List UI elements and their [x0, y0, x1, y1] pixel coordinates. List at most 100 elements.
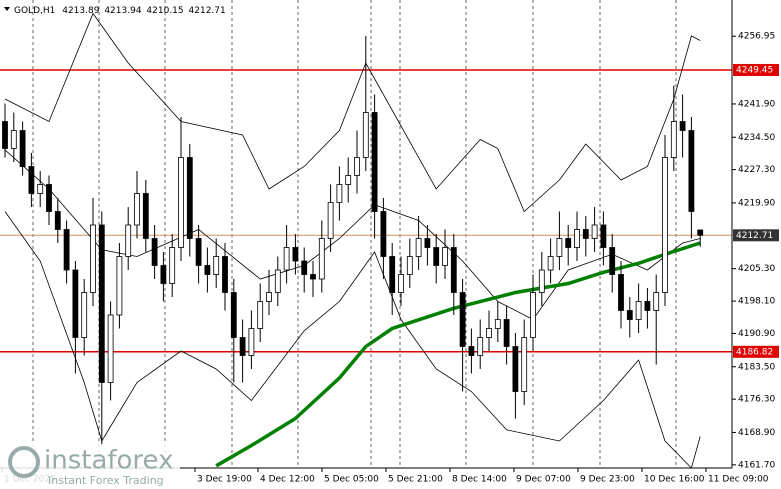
candle-body [292, 247, 299, 262]
y-tick-label: 4241.90 [738, 99, 775, 109]
candle-body [257, 301, 264, 329]
candle-body [116, 256, 123, 316]
candle-body [697, 229, 704, 236]
candle-body [477, 337, 484, 356]
candle-body [354, 157, 360, 176]
candle-body [679, 121, 686, 131]
y-tick-label: 4234.50 [738, 133, 775, 143]
y-tick-label: 4176.30 [738, 395, 775, 405]
x-tick-label: 11 Dec 09:00 [708, 475, 769, 485]
y-tick-label: 4161.70 [738, 460, 775, 470]
chart-title: GOLD,H1 4213.89 4213.94 4210.15 4212.71 [14, 6, 226, 16]
candle-body [644, 301, 651, 311]
candle-body [248, 328, 255, 356]
low: 4210.15 [146, 6, 183, 16]
candle-body [19, 130, 26, 167]
candle-body [195, 238, 202, 266]
candle-body [81, 292, 88, 338]
y-tick-label: 4227.30 [738, 165, 775, 175]
candle-body [310, 274, 316, 280]
candle-body [204, 265, 211, 275]
watermark-brand: instaforex [44, 446, 173, 476]
candle-body [90, 224, 96, 293]
x-tick-label: 8 Dec 14:00 [452, 475, 507, 485]
candle-body [530, 292, 536, 338]
candle-body [468, 346, 475, 356]
indicator-line [4, 211, 701, 469]
level-label: 4186.82 [736, 347, 773, 357]
candle-body [600, 224, 607, 248]
candle-body [239, 337, 246, 356]
candle-body [389, 256, 396, 293]
candle-body [653, 292, 660, 311]
candle-body [486, 328, 492, 338]
candle-body [345, 175, 352, 185]
candle-body [178, 157, 184, 248]
menu-icon[interactable] [4, 7, 10, 11]
open: 4213.89 [62, 6, 99, 16]
candle-body [98, 224, 105, 383]
candle-body [283, 247, 290, 271]
close: 4212.71 [189, 6, 226, 16]
candle-body [10, 130, 17, 149]
candle-body [186, 157, 193, 239]
candle-body [318, 238, 325, 280]
candle-body [107, 314, 114, 383]
y-tick-label: 4256.95 [738, 32, 775, 42]
candle-body [134, 193, 140, 226]
candle-body [670, 121, 677, 158]
candle-body [230, 292, 237, 338]
candle-body [512, 346, 519, 392]
y-tick-label: 4190.90 [738, 329, 775, 339]
price-label-bg [733, 229, 779, 242]
candle-body [521, 337, 528, 392]
candle-body [574, 229, 580, 248]
candle-body [565, 238, 572, 248]
x-tick-label: 10 Dec 16:00 [644, 475, 705, 485]
candle-body [2, 121, 8, 149]
x-tick-label: 5 Dec 21:00 [388, 475, 443, 485]
candle-body [72, 269, 79, 338]
candle-body [538, 269, 545, 293]
candle-body [406, 256, 413, 275]
candle-body [662, 157, 668, 293]
level-label-bg [733, 345, 779, 358]
candle-body [169, 247, 176, 284]
y-tick-label: 4168.90 [738, 428, 775, 438]
candle-body [142, 193, 149, 239]
level-label-bg [733, 63, 779, 76]
watermark-tagline: Instant Forex Trading [48, 474, 164, 487]
candle-body [433, 247, 440, 266]
candle-body [54, 211, 61, 230]
candle-body [28, 166, 35, 194]
candle-body [213, 256, 220, 275]
candle-body [688, 130, 695, 212]
candle-body [336, 184, 343, 203]
symbol: GOLD,H1 [14, 6, 55, 16]
watermark-logo [8, 446, 40, 478]
candle-body [301, 260, 308, 275]
level-label: 4249.45 [736, 65, 773, 75]
candle-body [222, 256, 228, 293]
indicator-line [4, 149, 701, 321]
candle-body [327, 202, 334, 239]
y-tick-label: 4205.30 [738, 264, 775, 274]
candle-body [591, 224, 598, 239]
price-label: 4212.71 [736, 231, 773, 241]
candle-body [494, 319, 501, 329]
candle-body [371, 112, 378, 212]
candle-body [626, 310, 633, 320]
candle-body [398, 274, 404, 293]
x-tick-label: 4 Dec 12:00 [260, 475, 315, 485]
indicator-line [4, 12, 701, 213]
candle-body [160, 265, 167, 284]
candle-body [424, 238, 431, 248]
candle-body [46, 184, 52, 212]
candle-body [556, 238, 563, 257]
candle-body [380, 211, 387, 257]
candle-body [151, 238, 158, 266]
candle-body [125, 224, 132, 257]
x-tick-label: 9 Dec 07:00 [516, 475, 571, 485]
x-tick-label: 5 Dec 05:00 [324, 475, 379, 485]
candle-body [582, 229, 589, 239]
